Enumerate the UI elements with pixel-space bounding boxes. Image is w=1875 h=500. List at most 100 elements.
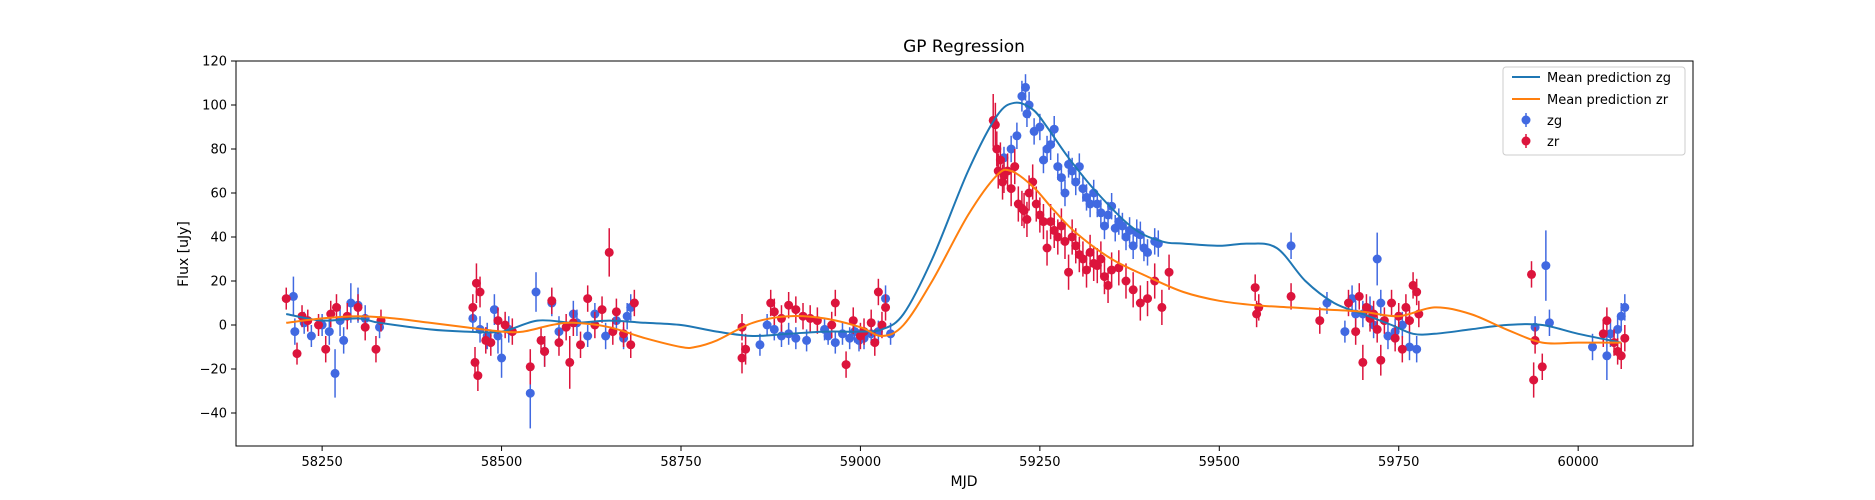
zr-point	[1114, 250, 1124, 286]
legend-swatch-zr	[1521, 134, 1531, 148]
zg-point	[290, 318, 300, 345]
zr-point	[547, 287, 557, 314]
x-axis-ticks: 58250 58500 58750 59000 59250 59500 59750 60000	[301, 446, 1599, 470]
zr-point	[1042, 230, 1052, 266]
zr-point	[471, 263, 481, 303]
zg-point	[330, 349, 340, 398]
legend-label-zr: zr	[1547, 135, 1560, 150]
legend-label-mean-zr: Mean prediction zr	[1547, 93, 1669, 108]
zr-point	[741, 333, 751, 365]
y-tick-label: 120	[202, 55, 227, 70]
zr-point	[881, 294, 891, 321]
zg-point	[1060, 179, 1070, 207]
y-tick-label: −40	[200, 407, 227, 422]
zr-point	[629, 289, 639, 317]
legend-label-mean-zg: Mean prediction zg	[1547, 71, 1671, 86]
zr-point	[1372, 316, 1382, 343]
zr-point	[1096, 241, 1106, 277]
zr-point	[281, 287, 291, 310]
zr-point	[1121, 263, 1131, 299]
zr-point	[604, 228, 614, 277]
zg-point	[1372, 232, 1382, 286]
legend-swatch-zg	[1521, 113, 1531, 127]
zr-point	[1527, 261, 1537, 288]
y-axis-ticks: −40 −20 0 20 40 60 80 100 120	[200, 55, 236, 422]
x-tick-label: 59750	[1378, 455, 1419, 470]
legend-frame	[1502, 66, 1686, 156]
zg-point	[1128, 232, 1138, 259]
zg-point	[1412, 336, 1422, 363]
zr-point	[1286, 283, 1296, 310]
zr-point	[877, 311, 887, 339]
zg-point	[583, 325, 593, 347]
zg-point	[339, 327, 349, 354]
zr-point	[1616, 342, 1626, 369]
zg-point	[288, 276, 298, 317]
zr-point	[371, 336, 381, 363]
zr-point	[1164, 254, 1174, 290]
zg-point	[1071, 168, 1081, 196]
zg-point	[830, 331, 840, 354]
zr-point	[1082, 252, 1092, 288]
zr-point	[1250, 274, 1260, 301]
zr-point	[1064, 254, 1074, 290]
x-tick-label: 58500	[481, 455, 522, 470]
legend-label-zg: zg	[1547, 114, 1562, 129]
zg-point	[1143, 239, 1153, 266]
zg-point	[1404, 333, 1414, 361]
zg-point	[497, 338, 507, 378]
zg-point	[1286, 232, 1296, 259]
zr-point	[583, 285, 593, 312]
zr-point	[841, 351, 851, 378]
zg-point	[1588, 333, 1598, 361]
zr-point	[486, 329, 496, 356]
zr-point	[626, 331, 636, 358]
zr-point	[1056, 208, 1066, 244]
zr-point	[1537, 353, 1547, 380]
zr-point	[1404, 307, 1414, 334]
zr-point	[769, 298, 779, 325]
y-tick-label: 100	[202, 99, 227, 114]
zr-point	[1046, 204, 1056, 240]
zg-point	[762, 314, 772, 336]
zr-point	[554, 329, 564, 356]
zr-point	[473, 360, 483, 391]
zr-point	[1390, 325, 1400, 352]
zr-point	[1387, 289, 1397, 317]
mean-prediction-lines	[286, 101, 1622, 349]
zg-point	[531, 272, 541, 312]
zr-point	[314, 314, 324, 336]
y-tick-label: 60	[210, 187, 227, 202]
mean-prediction-zr-line	[286, 168, 1622, 349]
zr-point	[1135, 285, 1145, 321]
zr-point	[1010, 149, 1020, 185]
zr-point	[1035, 197, 1045, 233]
zr-point	[1315, 307, 1325, 334]
zr-point	[784, 292, 794, 319]
x-tick-label: 58750	[660, 455, 701, 470]
zg-point	[1056, 164, 1066, 191]
zg-point	[306, 325, 316, 347]
zr-point	[292, 342, 302, 365]
zr-point	[791, 296, 801, 323]
zr-point	[1092, 248, 1102, 284]
data-points	[281, 74, 1630, 429]
x-tick-label: 59500	[1199, 455, 1240, 470]
zg-point	[791, 327, 801, 350]
zr-point	[1022, 201, 1032, 237]
y-tick-label: 20	[210, 275, 227, 290]
y-tick-label: 0	[219, 319, 227, 334]
zg-point	[324, 318, 334, 345]
zr-point	[1049, 212, 1059, 248]
zr-point	[1354, 283, 1364, 310]
zr-point	[1071, 228, 1081, 264]
zr-point	[873, 278, 883, 306]
mean-prediction-zg-line	[286, 101, 1622, 344]
zr-point	[1358, 344, 1368, 380]
zg-point	[1006, 135, 1016, 163]
y-axis-label: Flux [uJy]	[176, 221, 192, 287]
zg-point	[823, 327, 833, 345]
plot-frame	[235, 60, 1694, 447]
zr-point	[1143, 281, 1153, 317]
